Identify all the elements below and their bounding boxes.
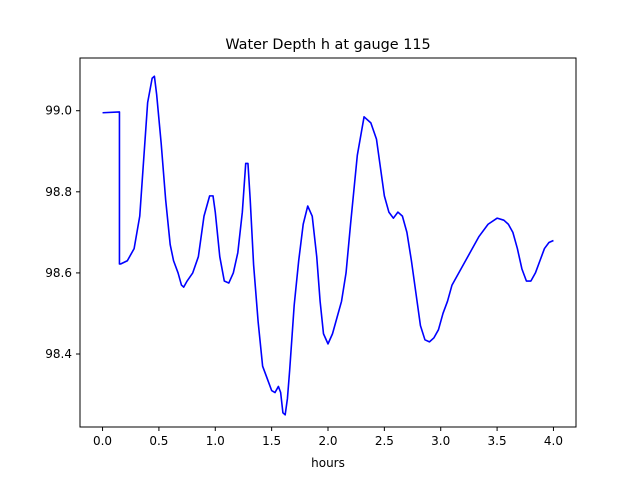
x-axis-label: hours: [311, 456, 345, 470]
x-tick-label: 0.0: [93, 434, 112, 448]
chart-title: Water Depth h at gauge 115: [225, 37, 430, 53]
x-axis-ticks: 0.0 0.5 1.0 1.5 2.0 2.5 3.0 3.5 4.0: [93, 427, 563, 448]
x-tick-label: 2.5: [375, 434, 394, 448]
x-tick-label: 3.0: [431, 434, 450, 448]
y-axis-ticks: 98.4 98.6 98.8 99.0: [45, 104, 80, 361]
y-tick-label: 98.6: [45, 266, 72, 280]
x-tick-label: 2.0: [318, 434, 337, 448]
series-line-0: [102, 75, 554, 416]
x-tick-label: 0.5: [149, 434, 168, 448]
x-tick-label: 3.5: [488, 434, 507, 448]
x-tick-label: 1.5: [262, 434, 281, 448]
y-tick-label: 98.4: [45, 347, 72, 361]
x-tick-label: 1.0: [206, 434, 225, 448]
x-tick-label: 4.0: [544, 434, 563, 448]
y-tick-label: 98.8: [45, 185, 72, 199]
axes-frame: [79, 57, 577, 428]
plot-area: [102, 75, 554, 416]
y-tick-label: 99.0: [45, 104, 72, 118]
